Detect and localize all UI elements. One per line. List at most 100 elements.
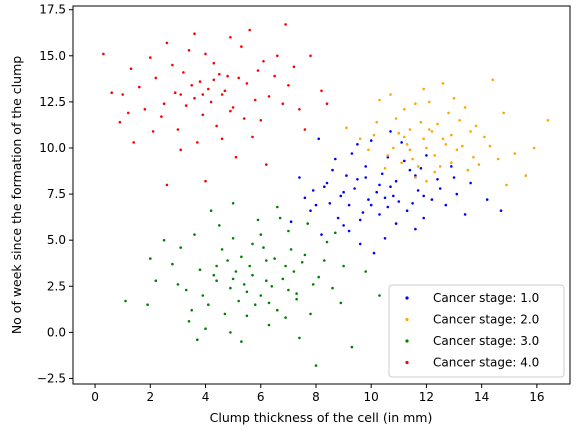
data-point: [198, 80, 202, 83]
data-point: [287, 229, 290, 233]
data-point: [378, 98, 381, 102]
data-point: [171, 262, 174, 266]
data-point: [259, 294, 263, 297]
data-point: [162, 102, 166, 105]
data-point: [466, 168, 470, 172]
data-point: [102, 52, 105, 56]
data-point: [220, 248, 224, 251]
data-point: [289, 220, 293, 223]
legend-box: [388, 284, 565, 378]
data-point: [380, 172, 384, 176]
data-point: [323, 259, 326, 262]
data-point: [234, 155, 238, 159]
data-point: [121, 93, 124, 96]
data-point: [347, 229, 351, 233]
data-point: [474, 124, 478, 128]
data-point: [444, 143, 448, 146]
data-point: [276, 308, 279, 312]
data-point: [259, 119, 263, 122]
data-point: [461, 144, 464, 148]
data-point: [253, 98, 257, 102]
data-point: [226, 259, 229, 262]
data-point: [303, 128, 307, 131]
data-point: [253, 303, 257, 307]
data-point: [190, 308, 193, 312]
data-point: [309, 312, 312, 316]
x-tick-label: 4: [202, 390, 210, 404]
data-point: [182, 71, 185, 74]
data-point: [231, 202, 235, 205]
data-point: [383, 167, 387, 170]
data-point: [179, 93, 182, 96]
data-point: [276, 205, 279, 209]
data-point: [251, 273, 254, 277]
data-point: [414, 176, 417, 179]
data-point: [422, 216, 426, 220]
data-point: [165, 183, 169, 187]
data-point: [342, 224, 345, 227]
data-point: [281, 102, 285, 105]
data-point: [524, 174, 528, 177]
data-point: [438, 187, 442, 190]
data-point: [149, 257, 152, 260]
data-point: [372, 133, 376, 137]
data-point: [450, 133, 453, 137]
data-point: [179, 246, 182, 249]
x-tick-label: 10: [364, 390, 379, 404]
data-point: [212, 61, 216, 65]
data-point: [405, 209, 409, 212]
data-point: [317, 275, 321, 279]
data-point: [215, 124, 218, 128]
data-point: [229, 36, 232, 39]
data-point: [245, 290, 249, 294]
data-point: [383, 237, 387, 240]
data-point: [309, 209, 312, 212]
data-point: [193, 32, 196, 35]
data-point: [452, 96, 456, 100]
data-point: [154, 279, 158, 283]
data-point: [229, 286, 232, 290]
data-point: [300, 261, 304, 264]
data-point: [444, 203, 448, 207]
data-point: [237, 299, 240, 303]
data-point: [204, 179, 207, 183]
data-point: [284, 316, 287, 319]
data-point: [345, 126, 348, 129]
data-point: [350, 152, 354, 155]
y-axis: −2.5 0.0 2.5 5.0 7.5 10.0 12.5 15.0 17.5: [37, 3, 73, 385]
data-point: [419, 167, 423, 170]
x-tick-label: 14: [474, 390, 489, 404]
x-tick-label: 16: [529, 390, 544, 404]
data-point: [392, 194, 395, 198]
data-point: [207, 303, 210, 307]
data-point: [452, 176, 456, 179]
data-point: [331, 286, 334, 290]
y-tick-label: 10.0: [39, 141, 66, 155]
data-point: [532, 146, 536, 150]
data-point: [184, 104, 188, 107]
data-point: [472, 155, 475, 159]
data-point: [383, 196, 387, 200]
data-point: [358, 137, 362, 141]
data-point: [270, 285, 274, 288]
data-point: [306, 222, 310, 225]
data-point: [411, 157, 414, 161]
data-point: [364, 270, 368, 273]
data-point: [499, 209, 503, 212]
data-point: [463, 106, 467, 109]
data-point: [284, 23, 287, 26]
data-point: [483, 135, 486, 139]
data-point: [173, 91, 177, 94]
data-point: [218, 72, 221, 76]
data-point: [364, 165, 368, 168]
data-point: [215, 264, 218, 268]
data-point: [267, 95, 271, 98]
data-point: [154, 76, 158, 80]
series-4: [102, 23, 329, 187]
data-point: [320, 89, 323, 93]
series-3: [124, 202, 381, 367]
data-point: [405, 143, 409, 146]
data-point: [441, 137, 445, 141]
legend-label: Cancer stage: 2.0: [433, 313, 539, 327]
data-point: [196, 141, 199, 144]
